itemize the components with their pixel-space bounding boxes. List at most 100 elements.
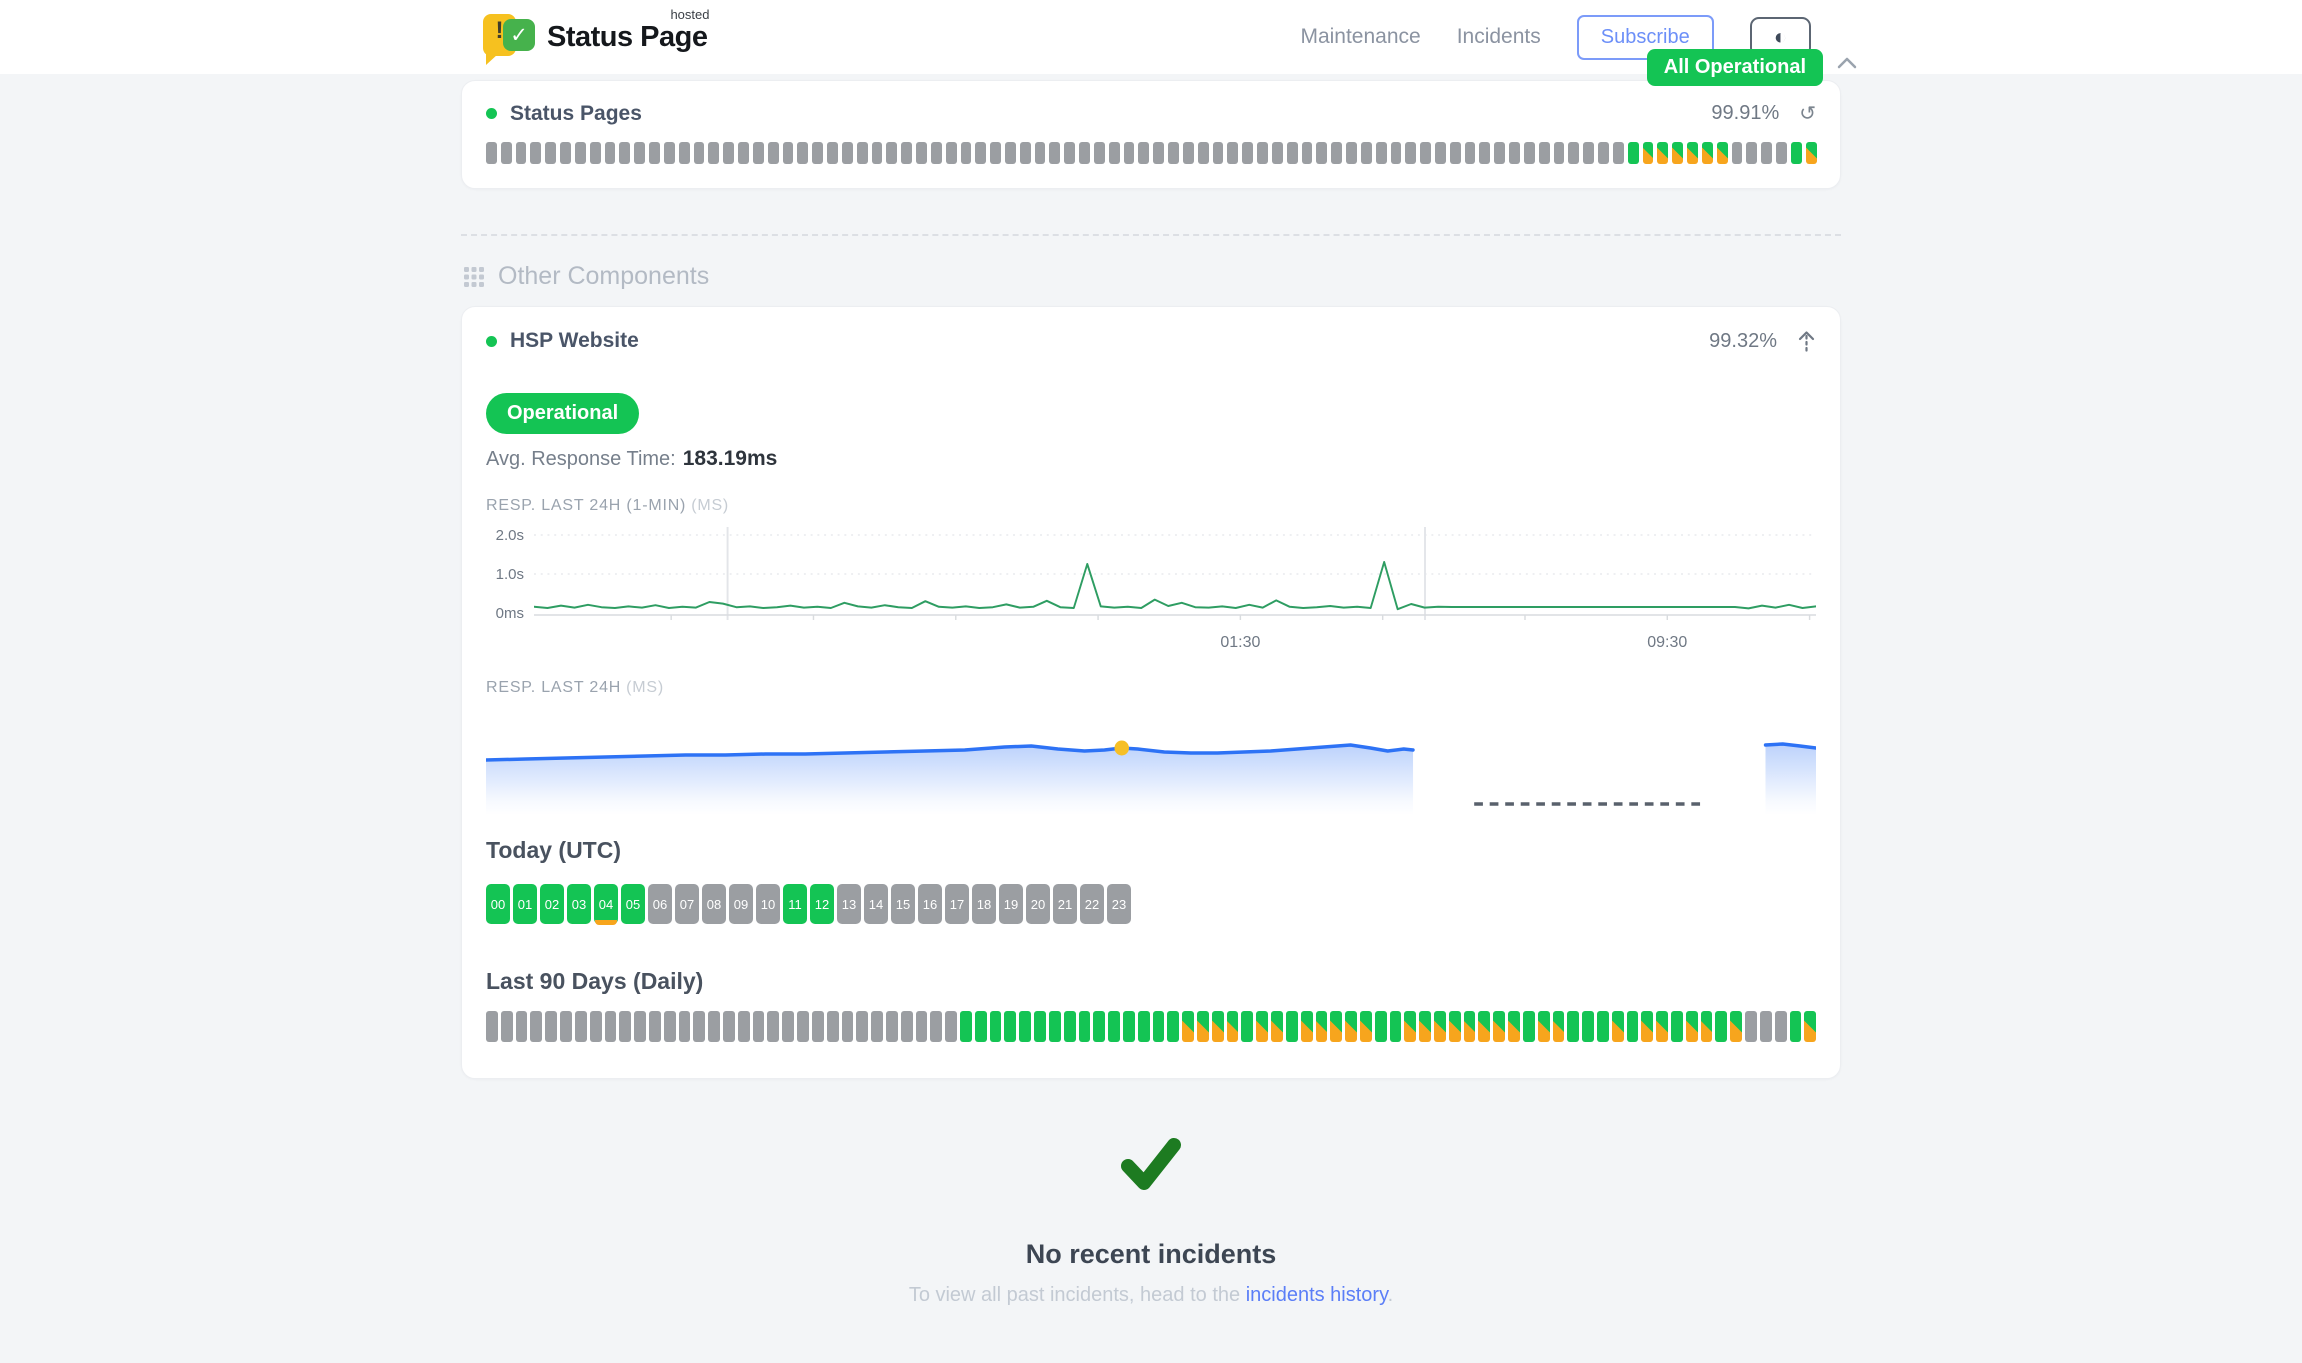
uptime-bar[interactable] xyxy=(975,142,987,164)
day-bar[interactable] xyxy=(1596,1011,1609,1042)
uptime-bar[interactable] xyxy=(990,142,1001,164)
day-bar[interactable] xyxy=(648,1011,661,1042)
day-bar[interactable] xyxy=(1122,1011,1135,1042)
uptime-bar[interactable] xyxy=(530,142,542,164)
hour-block[interactable]: 23 xyxy=(1107,884,1131,924)
day-bar[interactable] xyxy=(1759,1011,1772,1042)
day-bar[interactable] xyxy=(974,1011,987,1042)
uptime-bar[interactable] xyxy=(1316,142,1328,164)
uptime-bar[interactable] xyxy=(960,142,972,164)
day-bar[interactable] xyxy=(723,1011,735,1042)
day-bar[interactable] xyxy=(708,1011,720,1042)
day-bar[interactable] xyxy=(530,1011,543,1042)
day-bar[interactable] xyxy=(885,1011,898,1042)
day-bar[interactable] xyxy=(1611,1011,1624,1042)
uptime-bar[interactable] xyxy=(545,142,557,164)
day-bar[interactable] xyxy=(1745,1011,1757,1042)
day-bar[interactable] xyxy=(1715,1011,1728,1042)
hour-block[interactable]: 18 xyxy=(972,884,996,924)
uptime-bar[interactable] xyxy=(1093,142,1105,164)
uptime-bar[interactable] xyxy=(604,142,616,164)
day-bar[interactable] xyxy=(1241,1011,1254,1042)
day-bar[interactable] xyxy=(1789,1011,1802,1042)
uptime-bar[interactable] xyxy=(1405,142,1417,164)
day-bar[interactable] xyxy=(1685,1011,1698,1042)
hour-block[interactable]: 19 xyxy=(999,884,1023,924)
hour-block[interactable]: 15 xyxy=(891,884,915,924)
day-bar[interactable] xyxy=(1671,1011,1683,1042)
uptime-bar[interactable] xyxy=(1019,142,1031,164)
uptime-bar[interactable] xyxy=(1464,142,1476,164)
uptime-bar[interactable] xyxy=(1509,142,1520,164)
day-bar[interactable] xyxy=(737,1011,750,1042)
uptime-bar[interactable] xyxy=(1331,142,1343,164)
uptime-bar[interactable] xyxy=(619,142,631,164)
uptime-bar[interactable] xyxy=(1583,142,1595,164)
uptime-bar[interactable] xyxy=(1271,142,1283,164)
uptime-bar[interactable] xyxy=(1612,142,1624,164)
hour-block[interactable]: 09 xyxy=(729,884,753,924)
uptime-bar[interactable] xyxy=(1494,142,1506,164)
uptime-bar[interactable] xyxy=(1731,142,1743,164)
uptime-bar[interactable] xyxy=(1627,142,1639,164)
day-bar[interactable] xyxy=(1804,1011,1817,1042)
day-bar[interactable] xyxy=(1700,1011,1713,1042)
day-bar[interactable] xyxy=(1330,1011,1343,1042)
uptime-bar[interactable] xyxy=(797,142,809,164)
uptime-bar[interactable] xyxy=(1657,142,1669,164)
day-bar[interactable] xyxy=(1567,1011,1580,1042)
hour-block[interactable]: 07 xyxy=(675,884,699,924)
day-bar[interactable] xyxy=(915,1011,928,1042)
uptime-bar[interactable] xyxy=(1375,142,1387,164)
uptime-bar[interactable] xyxy=(693,142,705,164)
uptime-bar[interactable] xyxy=(1776,142,1787,164)
day-bar[interactable] xyxy=(1300,1011,1313,1042)
uptime-bar[interactable] xyxy=(1360,142,1372,164)
uptime-bar[interactable] xyxy=(812,142,824,164)
day-bar[interactable] xyxy=(634,1011,646,1042)
day-bar[interactable] xyxy=(486,1011,498,1042)
hour-block[interactable]: 02 xyxy=(540,884,564,924)
day-bar[interactable] xyxy=(1419,1011,1431,1042)
uptime-bar[interactable] xyxy=(767,142,779,164)
day-bar[interactable] xyxy=(1522,1011,1535,1042)
uptime-bar[interactable] xyxy=(486,142,497,164)
hour-block[interactable]: 20 xyxy=(1026,884,1050,924)
uptime-bar[interactable] xyxy=(1257,142,1268,164)
uptime-bar[interactable] xyxy=(515,142,527,164)
day-bar[interactable] xyxy=(1434,1011,1446,1042)
uptime-bar[interactable] xyxy=(500,142,512,164)
uptime-bar[interactable] xyxy=(1390,142,1402,164)
chart-marker-dot[interactable] xyxy=(1114,740,1130,756)
day-bar[interactable] xyxy=(841,1011,854,1042)
day-bar[interactable] xyxy=(663,1011,676,1042)
uptime-bar[interactable] xyxy=(1049,142,1061,164)
day-bar[interactable] xyxy=(767,1011,780,1042)
hour-block[interactable]: 00 xyxy=(486,884,510,924)
day-bar[interactable] xyxy=(1389,1011,1402,1042)
uptime-bar[interactable] xyxy=(930,142,942,164)
response-chart-24h-1min[interactable] xyxy=(534,527,1816,627)
nav-link-maintenance[interactable]: Maintenance xyxy=(1300,25,1421,48)
day-bar[interactable] xyxy=(545,1011,558,1042)
day-bar[interactable] xyxy=(1004,1011,1017,1042)
day-bar[interactable] xyxy=(1374,1011,1387,1042)
hour-block[interactable]: 04 xyxy=(594,884,618,925)
uptime-bar[interactable] xyxy=(1716,142,1728,164)
incidents-history-link[interactable]: incidents history xyxy=(1245,1284,1388,1306)
uptime-bar[interactable] xyxy=(1079,142,1090,164)
uptime-bar[interactable] xyxy=(1286,142,1298,164)
day-bar[interactable] xyxy=(1211,1011,1224,1042)
day-bar[interactable] xyxy=(1508,1011,1520,1042)
uptime-bar[interactable] xyxy=(708,142,720,164)
uptime-bar[interactable] xyxy=(1479,142,1491,164)
day-bar[interactable] xyxy=(871,1011,883,1042)
uptime-bar[interactable] xyxy=(1168,142,1179,164)
day-bar[interactable] xyxy=(693,1011,706,1042)
uptime-bar[interactable] xyxy=(1805,142,1817,164)
uptime-bar[interactable] xyxy=(1790,142,1802,164)
day-bar[interactable] xyxy=(1197,1011,1209,1042)
day-bar[interactable] xyxy=(1582,1011,1594,1042)
day-bar[interactable] xyxy=(1108,1011,1120,1042)
day-bar[interactable] xyxy=(1271,1011,1283,1042)
